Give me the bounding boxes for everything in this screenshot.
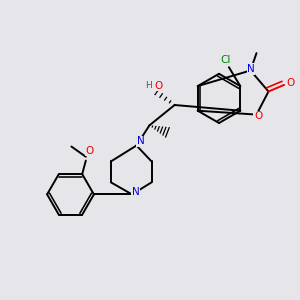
Text: O: O: [254, 111, 262, 121]
Text: O: O: [154, 81, 162, 91]
Text: Cl: Cl: [221, 55, 231, 65]
Text: H: H: [145, 81, 152, 90]
Text: N: N: [247, 64, 255, 74]
Text: O: O: [286, 77, 295, 88]
Text: O: O: [85, 146, 94, 156]
Text: N: N: [137, 136, 145, 146]
Text: N: N: [132, 187, 140, 197]
